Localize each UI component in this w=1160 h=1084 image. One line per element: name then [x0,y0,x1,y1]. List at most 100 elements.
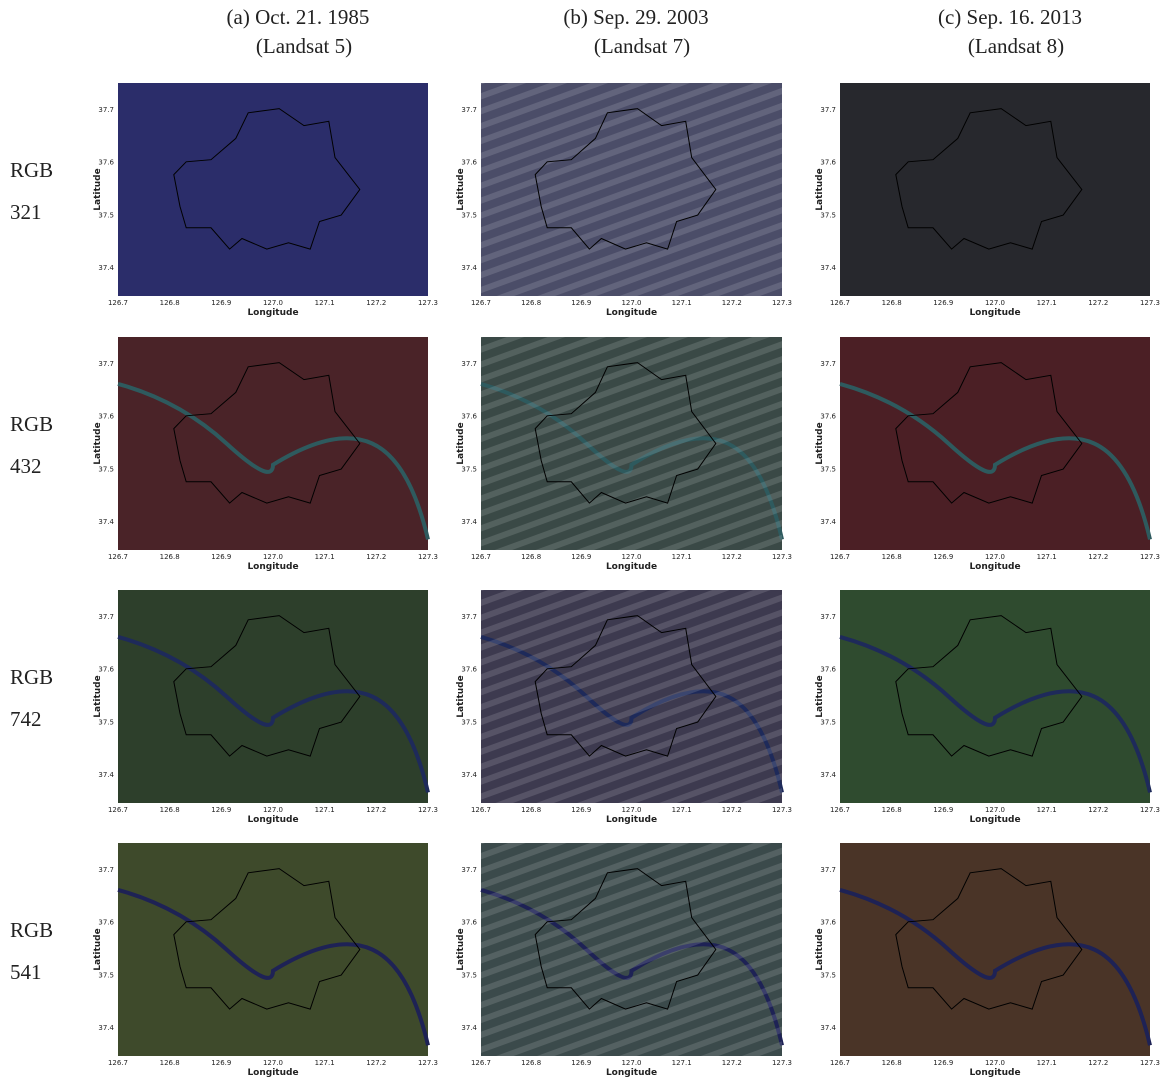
y-tick-label: 37.4 [820,1024,836,1032]
x-tick-label: 127.0 [621,1059,641,1067]
x-tick-label: 126.9 [571,553,591,561]
x-axis-label: Longitude [247,1068,298,1078]
x-tick-label: 127.3 [1140,299,1160,307]
x-tick-label: 126.9 [211,1059,231,1067]
x-tick-label: 127.1 [672,299,692,307]
y-tick-label: 37.6 [98,919,114,927]
column-sensor: (Landsat 8) [968,34,1064,58]
y-tick-label: 37.5 [98,211,114,219]
y-tick-label: 37.5 [461,718,477,726]
y-tick-label: 37.5 [820,971,836,979]
y-tick-label: 37.4 [820,264,836,272]
x-tick-label: 126.9 [571,806,591,814]
map-panel: 37.437.537.637.7126.7126.8126.9127.0127.… [815,590,1160,825]
x-tick-label: 127.0 [985,806,1005,814]
x-tick-label: 127.0 [263,806,283,814]
x-tick-label: 127.2 [722,553,742,561]
x-tick-label: 126.8 [160,299,180,307]
row-label: RGB [10,665,53,689]
x-tick-label: 126.9 [933,806,953,814]
satellite-image [840,590,1150,803]
x-tick-label: 127.1 [672,553,692,561]
y-tick-label: 37.6 [461,159,477,167]
x-tick-label: 127.0 [621,553,641,561]
x-tick-label: 127.3 [772,1059,792,1067]
map-panel: 37.437.537.637.7126.7126.8126.9127.0127.… [93,337,438,572]
y-tick-label: 37.7 [820,360,836,368]
satellite-image [840,83,1150,296]
x-tick-label: 126.9 [933,1059,953,1067]
y-tick-label: 37.6 [820,413,836,421]
y-axis-label: Latitude [815,928,825,970]
y-tick-label: 37.6 [98,159,114,167]
x-axis-label: Longitude [606,1068,657,1078]
x-tick-label: 127.1 [1037,1059,1057,1067]
map-panel: 37.437.537.637.7126.7126.8126.9127.0127.… [456,843,792,1078]
column-sensor: (Landsat 5) [256,34,352,58]
y-tick-label: 37.4 [461,264,477,272]
scan-line-stripes [481,843,782,1056]
y-axis-label: Latitude [93,168,103,210]
x-tick-label: 127.3 [418,1059,438,1067]
x-tick-label: 127.1 [1037,553,1057,561]
y-tick-label: 37.5 [820,211,836,219]
y-tick-label: 37.4 [461,1024,477,1032]
row-label: RGB [10,918,53,942]
y-tick-label: 37.7 [461,866,477,874]
y-tick-label: 37.4 [461,518,477,526]
row-label: RGB [10,158,53,182]
scan-line-stripes [481,590,782,803]
x-tick-label: 127.0 [985,1059,1005,1067]
column-date: (a) Oct. 21. 1985 [227,5,370,29]
y-tick-label: 37.7 [461,106,477,114]
y-axis-label: Latitude [93,422,103,464]
x-tick-label: 127.2 [366,806,386,814]
x-tick-label: 127.2 [722,299,742,307]
y-tick-label: 37.7 [820,613,836,621]
y-axis-label: Latitude [456,168,466,210]
y-axis-label: Latitude [456,675,466,717]
x-tick-label: 126.8 [882,299,902,307]
x-tick-label: 127.3 [418,553,438,561]
x-tick-label: 127.2 [366,1059,386,1067]
x-axis-label: Longitude [969,308,1020,318]
y-axis-label: Latitude [815,675,825,717]
x-tick-label: 127.3 [1140,1059,1160,1067]
y-axis-label: Latitude [815,168,825,210]
x-tick-label: 126.7 [108,806,128,814]
y-axis-label: Latitude [93,928,103,970]
x-tick-label: 127.2 [1088,806,1108,814]
map-panel: 37.437.537.637.7126.7126.8126.9127.0127.… [93,843,438,1078]
x-tick-label: 126.8 [160,1059,180,1067]
y-tick-label: 37.7 [98,613,114,621]
x-tick-label: 127.1 [315,1059,335,1067]
x-tick-label: 126.9 [571,299,591,307]
x-tick-label: 126.7 [830,553,850,561]
y-tick-label: 37.4 [820,771,836,779]
x-tick-label: 127.3 [1140,553,1160,561]
y-tick-label: 37.4 [820,518,836,526]
y-tick-label: 37.6 [461,666,477,674]
x-axis-label: Longitude [606,308,657,318]
x-tick-label: 127.2 [722,1059,742,1067]
y-axis-label: Latitude [456,422,466,464]
x-tick-label: 126.7 [471,553,491,561]
row-label: RGB [10,412,53,436]
x-tick-label: 126.9 [933,299,953,307]
x-tick-label: 127.0 [621,806,641,814]
x-tick-label: 127.1 [1037,806,1057,814]
x-tick-label: 126.9 [211,299,231,307]
y-tick-label: 37.6 [461,413,477,421]
x-tick-label: 127.2 [1088,553,1108,561]
scan-line-stripes [481,83,782,296]
y-axis-label: Latitude [815,422,825,464]
x-tick-label: 127.1 [315,299,335,307]
x-tick-label: 126.7 [471,1059,491,1067]
x-tick-label: 127.1 [672,806,692,814]
column-sensor: (Landsat 7) [594,34,690,58]
y-tick-label: 37.7 [98,106,114,114]
x-tick-label: 127.0 [985,299,1005,307]
